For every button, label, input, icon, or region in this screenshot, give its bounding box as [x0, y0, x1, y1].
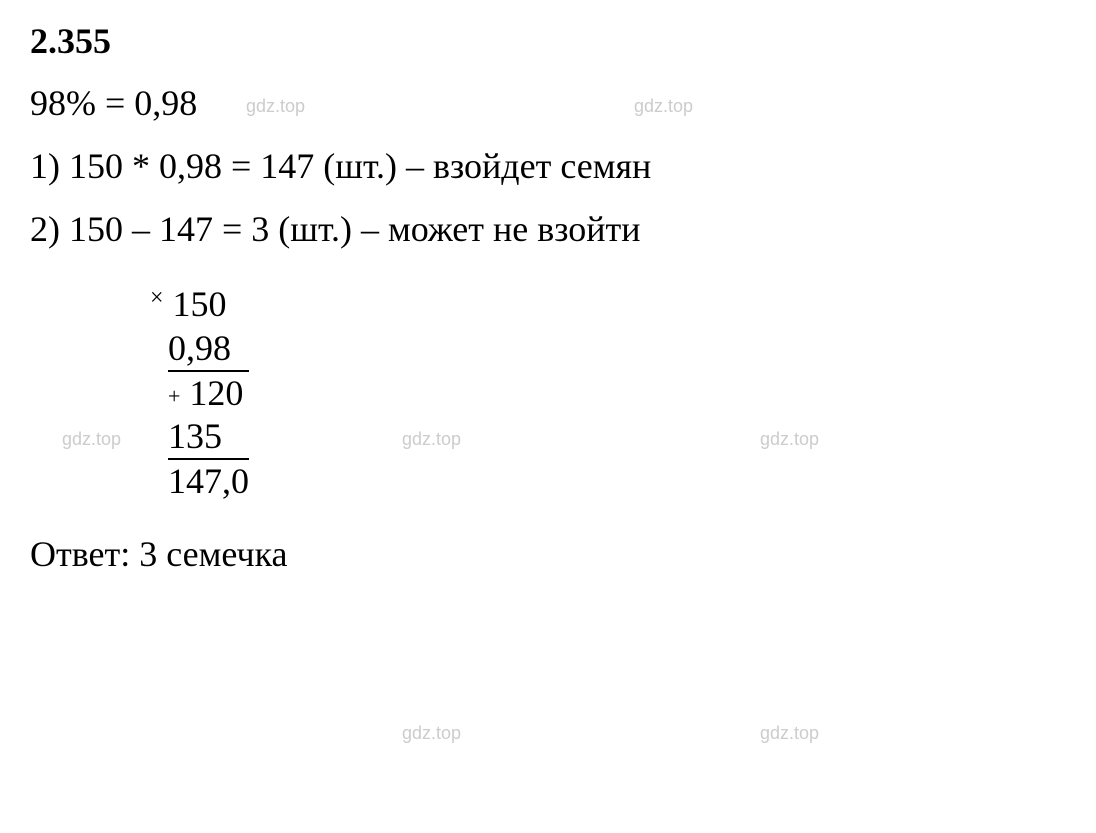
long-multiplication: × 150 0,98 + 120 135 147,0 — [150, 282, 1066, 503]
answer-line: Ответ: 3 семечка — [30, 533, 1066, 575]
calc-result: 147,0 — [168, 461, 249, 501]
conversion-line: 98% = 0,98 — [30, 80, 1066, 127]
calc-row-3: + 120 — [150, 372, 1066, 415]
mult-sign: × — [150, 285, 164, 311]
step-2: 2) 150 – 147 = 3 (шт.) – может не взойти — [30, 206, 1066, 253]
problem-number: 2.355 — [30, 20, 1066, 62]
calc-row-2: 0,98 — [150, 327, 1066, 372]
calc-row-5: 147,0 — [150, 460, 1066, 503]
step-1: 1) 150 * 0,98 = 147 (шт.) – взойдет семя… — [30, 143, 1066, 190]
calc-num-2: 0,98 — [168, 327, 249, 372]
watermark-7: gdz.top — [760, 723, 819, 744]
calc-num-4: 135 — [168, 415, 249, 460]
plus-sign: + — [168, 383, 180, 408]
calc-num-1: 150 — [164, 284, 227, 324]
watermark-3: gdz.top — [62, 429, 121, 450]
calc-num-3: 120 — [180, 373, 243, 413]
watermark-6: gdz.top — [402, 723, 461, 744]
calc-row-1: × 150 — [150, 282, 1066, 326]
calc-row-4: 135 — [150, 415, 1066, 460]
